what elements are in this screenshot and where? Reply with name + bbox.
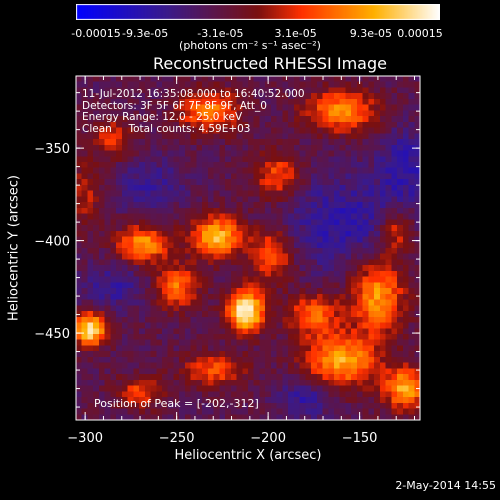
annotation-detectors: Detectors: 3F 5F 6F 7F 8F 9F, Att_0 [82, 99, 267, 112]
y-tick-label: −450 [34, 327, 70, 342]
annotation-energy: Energy Range: 12.0 - 25.0 keV [82, 111, 243, 123]
colorbar-tick-label: 9.3e-05 [349, 27, 392, 40]
x-tick-label: −250 [159, 431, 195, 446]
y-tick-label: −350 [34, 142, 70, 157]
peak-position-label: Position of Peak = [-202,-312] [94, 397, 259, 410]
x-tick-label: −200 [250, 431, 286, 446]
x-tick-label: −150 [342, 431, 378, 446]
colorbar-tick-label: -3.1e-05 [197, 27, 244, 40]
annotation-counts: Clean Total counts: 4.59E+03 [82, 122, 251, 135]
colorbar-units: (photons cm⁻² s⁻¹ asec⁻²) [179, 39, 321, 52]
plot-frame [75, 75, 421, 421]
date-stamp: 2-May-2014 14:55 [395, 479, 496, 492]
colorbar-tick-label: -0.00015 [71, 27, 121, 40]
x-axis-label: Heliocentric X (arcsec) [174, 448, 322, 463]
y-tick-label: −400 [34, 235, 70, 250]
colorbar-tick-label: -9.3e-05 [122, 27, 169, 40]
rhessi-image [76, 76, 420, 420]
colorbar-tick-label: 0.00015 [397, 27, 443, 40]
annotation-time: 11-Jul-2012 16:35:08.000 to 16:40:52.000 [82, 88, 305, 100]
x-tick-label: −300 [67, 431, 103, 446]
y-axis-label: Heliocentric Y (arcsec) [6, 175, 22, 321]
colorbar-tick-label: 3.1e-05 [274, 27, 317, 40]
colorbar [76, 4, 440, 20]
chart-title: Reconstructed RHESSI Image [153, 54, 387, 73]
